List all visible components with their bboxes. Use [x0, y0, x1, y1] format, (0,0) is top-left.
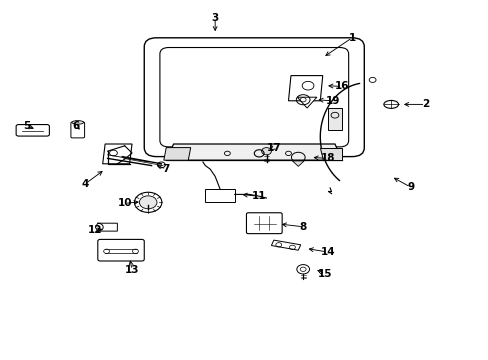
Polygon shape	[271, 240, 300, 250]
Circle shape	[139, 196, 157, 209]
Text: 18: 18	[320, 153, 334, 163]
Text: 12: 12	[88, 225, 102, 235]
Text: 16: 16	[334, 81, 349, 91]
Text: 7: 7	[162, 164, 170, 174]
Polygon shape	[163, 148, 190, 160]
FancyBboxPatch shape	[71, 122, 84, 138]
Circle shape	[134, 192, 162, 212]
Ellipse shape	[72, 121, 83, 124]
Polygon shape	[205, 189, 234, 202]
Polygon shape	[102, 144, 132, 164]
Polygon shape	[288, 76, 322, 101]
Text: 3: 3	[211, 13, 218, 23]
Text: 2: 2	[421, 99, 428, 109]
Text: 17: 17	[266, 143, 281, 153]
FancyBboxPatch shape	[144, 38, 364, 157]
Text: 11: 11	[251, 191, 266, 201]
Text: 5: 5	[23, 121, 30, 131]
Polygon shape	[95, 223, 117, 231]
FancyBboxPatch shape	[16, 125, 49, 136]
Text: 14: 14	[320, 247, 334, 257]
FancyBboxPatch shape	[246, 213, 282, 234]
Text: 6: 6	[72, 121, 79, 131]
Polygon shape	[166, 144, 342, 160]
Polygon shape	[327, 108, 342, 130]
Text: 10: 10	[117, 198, 132, 208]
Polygon shape	[320, 148, 342, 160]
Text: 1: 1	[348, 33, 355, 43]
Text: 9: 9	[407, 182, 413, 192]
Text: 8: 8	[299, 222, 306, 232]
Text: 15: 15	[317, 269, 332, 279]
FancyBboxPatch shape	[98, 239, 144, 261]
Polygon shape	[297, 97, 316, 108]
FancyBboxPatch shape	[160, 48, 348, 147]
Text: 4: 4	[81, 179, 89, 189]
Circle shape	[261, 148, 271, 155]
Text: 13: 13	[124, 265, 139, 275]
Polygon shape	[292, 161, 304, 166]
Text: 19: 19	[325, 96, 339, 106]
